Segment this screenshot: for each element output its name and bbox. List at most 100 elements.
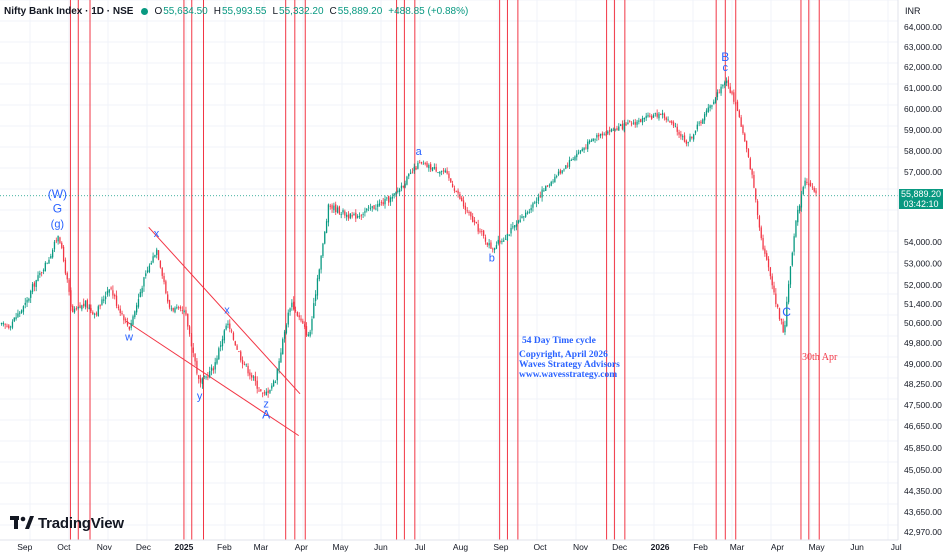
candle-body xyxy=(472,216,474,222)
wave-label: (g) xyxy=(51,218,64,230)
candle-body xyxy=(342,210,344,213)
candle-body xyxy=(298,315,300,318)
candle-body xyxy=(198,375,200,379)
candle-body xyxy=(623,123,625,131)
candle-body xyxy=(409,172,412,174)
candle-body xyxy=(733,92,735,102)
candle-body xyxy=(218,348,220,360)
candle-body xyxy=(170,308,172,310)
wave-label: y xyxy=(197,390,203,402)
high-label: H xyxy=(213,5,221,17)
candle-body xyxy=(19,312,21,314)
candle-body xyxy=(307,334,309,336)
x-tick-label: Oct xyxy=(57,542,71,552)
candle-body xyxy=(762,238,764,250)
y-tick-label: 58,000.00 xyxy=(904,146,942,156)
candle-body xyxy=(420,162,423,164)
candle-body xyxy=(782,321,784,333)
candle-body xyxy=(787,284,790,303)
tradingview-logo-icon xyxy=(10,516,34,529)
candle-body xyxy=(506,233,509,241)
candle-body xyxy=(408,173,410,177)
candle-body xyxy=(384,199,386,205)
candle-body xyxy=(256,380,258,389)
candle-body xyxy=(769,267,772,277)
candle-body xyxy=(588,140,591,143)
candle-body xyxy=(760,227,762,239)
candle-body xyxy=(557,171,560,175)
candle-body xyxy=(209,371,211,378)
candle-body xyxy=(570,159,572,161)
x-tick-label: Sep xyxy=(493,542,508,552)
candle-body xyxy=(711,105,713,107)
x-tick-label: Oct xyxy=(533,542,547,552)
cycle-lines xyxy=(69,0,820,540)
candle-body xyxy=(481,231,483,233)
candle-body xyxy=(4,323,6,325)
y-tick-label: 42,970.00 xyxy=(904,527,942,537)
candle-body xyxy=(444,170,446,173)
candle-body xyxy=(815,190,817,194)
candle-body xyxy=(735,102,737,104)
candle-body xyxy=(514,225,516,228)
candle-body xyxy=(702,119,704,124)
candle-body xyxy=(48,259,50,264)
x-tick-label: Dec xyxy=(136,542,152,552)
candle-body xyxy=(291,302,293,308)
candle-body xyxy=(168,300,171,308)
currency-label[interactable]: INR xyxy=(905,6,921,16)
candle-body xyxy=(114,294,116,297)
candle-body xyxy=(344,211,346,216)
candle-body xyxy=(46,262,48,264)
y-tick-label: 61,000.00 xyxy=(904,83,942,93)
x-tick-label: Jun xyxy=(374,542,388,552)
candle-body xyxy=(747,148,750,157)
candle-body xyxy=(422,163,425,165)
candle-body xyxy=(455,190,457,192)
candle-body xyxy=(450,178,452,183)
candle-body xyxy=(134,311,136,318)
candle-body xyxy=(731,91,733,94)
candle-body xyxy=(504,238,507,240)
y-tick-label: 50,600.00 xyxy=(904,318,942,328)
candle-body xyxy=(574,156,576,160)
candle-body xyxy=(537,197,540,201)
candle-body xyxy=(35,280,37,287)
y-axis[interactable]: 64,000.00 63,000.00 62,000.00 61,000.00 60,0… xyxy=(904,22,942,537)
candle-body xyxy=(128,326,130,330)
candle-body xyxy=(137,299,140,307)
candle-body xyxy=(190,334,193,347)
candle-body xyxy=(181,310,183,311)
candle-body xyxy=(431,167,434,171)
candle-body xyxy=(362,214,364,215)
candle-body xyxy=(742,125,744,134)
candle-body xyxy=(240,351,242,361)
candle-body xyxy=(395,191,397,195)
wave-label: x xyxy=(154,228,160,240)
candle-body xyxy=(767,258,770,268)
x-axis[interactable]: Sep Oct Nov Dec 2025 Feb Mar Apr May Jun Jul Aug Sep… xyxy=(17,542,902,552)
candle-body xyxy=(561,170,563,174)
symbol-title[interactable]: Nifty Bank Index · 1D · NSE xyxy=(4,5,134,17)
candle-body xyxy=(132,316,134,325)
candle-body xyxy=(223,330,225,341)
candle-body xyxy=(185,310,187,315)
candle-body xyxy=(775,293,777,305)
brand-logo[interactable]: TradingView xyxy=(10,514,124,532)
x-tick-label: May xyxy=(809,542,826,552)
candle-body xyxy=(665,117,667,120)
candle-body xyxy=(543,190,545,192)
candle-body xyxy=(73,308,76,313)
x-tick-label: 2026 xyxy=(651,542,670,552)
candle-body xyxy=(318,269,320,280)
candle-body xyxy=(125,319,127,320)
candle-body xyxy=(718,92,720,94)
candle-body xyxy=(174,307,176,313)
x-tick-label: 2025 xyxy=(174,542,193,552)
y-tick-label: 60,000.00 xyxy=(904,104,942,114)
candle-body xyxy=(517,220,519,224)
brand-name: TradingView xyxy=(38,514,124,532)
candle-body xyxy=(563,169,565,171)
candle-body xyxy=(795,220,797,237)
